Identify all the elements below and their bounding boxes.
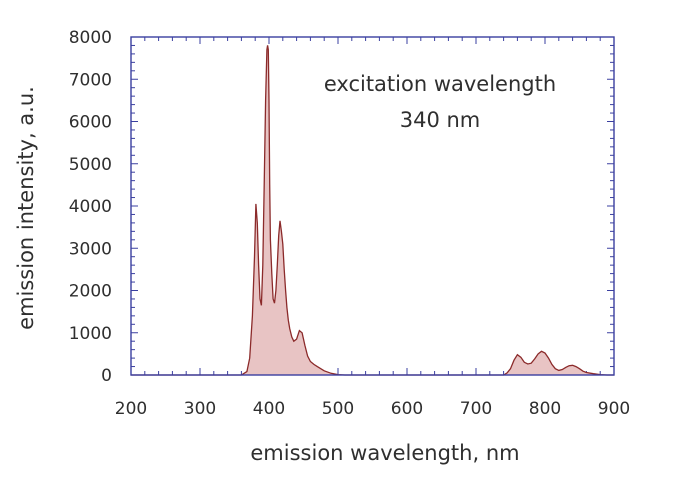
y-tick-label: 5000 xyxy=(69,155,112,175)
x-tick-label: 800 xyxy=(529,399,561,419)
x-tick-labels: 200 300 400 500 600 700 800 900 xyxy=(115,399,630,419)
x-tick-label: 300 xyxy=(184,399,216,419)
y-tick-label: 8000 xyxy=(69,28,112,48)
y-tick-label: 2000 xyxy=(69,282,112,302)
y-tick-label: 1000 xyxy=(69,324,112,344)
x-tick-label: 600 xyxy=(391,399,423,419)
y-tick-labels: 0 1000 2000 3000 4000 5000 6000 7000 8000 xyxy=(69,28,112,386)
y-tick-label: 0 xyxy=(101,366,112,386)
annotation-line-1: excitation wavelength xyxy=(324,72,556,96)
x-tick-label: 400 xyxy=(253,399,285,419)
spectrum-line xyxy=(131,45,614,376)
x-tick-label: 500 xyxy=(322,399,354,419)
y-tick-label: 6000 xyxy=(69,113,112,133)
x-tick-label: 900 xyxy=(598,399,630,419)
annotation-line-2: 340 nm xyxy=(400,108,481,132)
plot-area-frame xyxy=(130,36,615,376)
x-tick-label: 200 xyxy=(115,399,147,419)
x-tick-label: 700 xyxy=(460,399,492,419)
y-axis-title: emission intensity, a.u. xyxy=(14,86,38,330)
y-tick-label: 7000 xyxy=(69,70,112,90)
x-axis-title: emission wavelength, nm xyxy=(250,441,519,465)
y-tick-label: 4000 xyxy=(69,197,112,217)
y-tick-label: 3000 xyxy=(69,239,112,259)
